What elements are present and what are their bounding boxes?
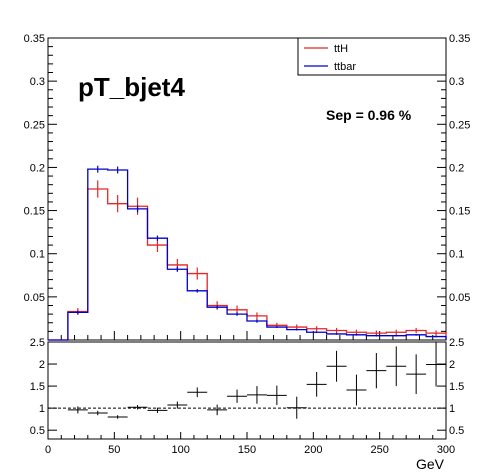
ratio-y-tick-label-right: 1.5 [449,381,464,393]
main-y-tick-label-right: 0.1 [449,249,464,261]
main-y-tick-label-right: 0.15 [449,206,470,218]
ratio-y-tick-label-left: 0.5 [30,425,45,437]
main-y-tick-label-right: 0.25 [449,119,470,131]
separation-label: Sep = 0.96 % [326,107,412,123]
x-tick-label-250: 250 [371,444,389,456]
ratio-y-tick-label-right: 2 [449,359,455,371]
x-tick-labels: 0 50 100 150 200 250 300 [45,444,455,456]
ratio-y-tick-label-right: 1 [449,403,455,415]
ratio-axis-ticks: 0.5 0.5 1 1 1.5 1.5 2 2 2.5 2.5 [30,337,465,439]
ratio-y-tick-label-right: 0.5 [449,425,464,437]
main-histograms [48,166,446,340]
main-y-tick-label-left: 0.1 [30,249,45,261]
main-y-tick-label-left: 0.2 [30,162,45,174]
ratio-points [68,342,446,418]
plot-title: pT_bjet4 [78,72,185,102]
ratio-y-tick-label-left: 2 [39,359,45,371]
ratio-plot-frame [48,342,446,439]
main-y-tick-label-left: 0.05 [24,292,45,304]
main-y-tick-label-right: 0.2 [449,162,464,174]
x-tick-label-100: 100 [172,444,190,456]
legend-box [298,38,446,75]
x-tick-label-150: 150 [238,444,256,456]
ratio-y-tick-label-left: 2.5 [30,337,45,349]
main-y-tick-label-left: 0.25 [24,119,45,131]
main-y-tick-label-right: 0.3 [449,76,464,88]
ratio-y-tick-label-left: 1 [39,403,45,415]
legend-label-tth: ttH [334,43,348,55]
x-tick-label-0: 0 [45,444,51,456]
legend-label-ttbar: ttbar [334,61,356,73]
ratio-y-tick-label-left: 1.5 [30,381,45,393]
x-axis-title: GeV [416,456,445,472]
x-tick-label-300: 300 [437,444,455,456]
x-tick-label-200: 200 [304,444,322,456]
main-y-tick-label-left: 0.3 [30,76,45,88]
ratio-y-tick-label-right: 2.5 [449,337,464,349]
legend: ttH ttbar [298,38,446,75]
x-tick-label-50: 50 [108,444,120,456]
main-y-tick-label-left: 0.35 [24,33,45,45]
main-y-tick-label-right: 0.35 [449,33,470,45]
main-y-tick-label-right: 0.05 [449,292,470,304]
main-y-tick-label-left: 0.15 [24,206,45,218]
